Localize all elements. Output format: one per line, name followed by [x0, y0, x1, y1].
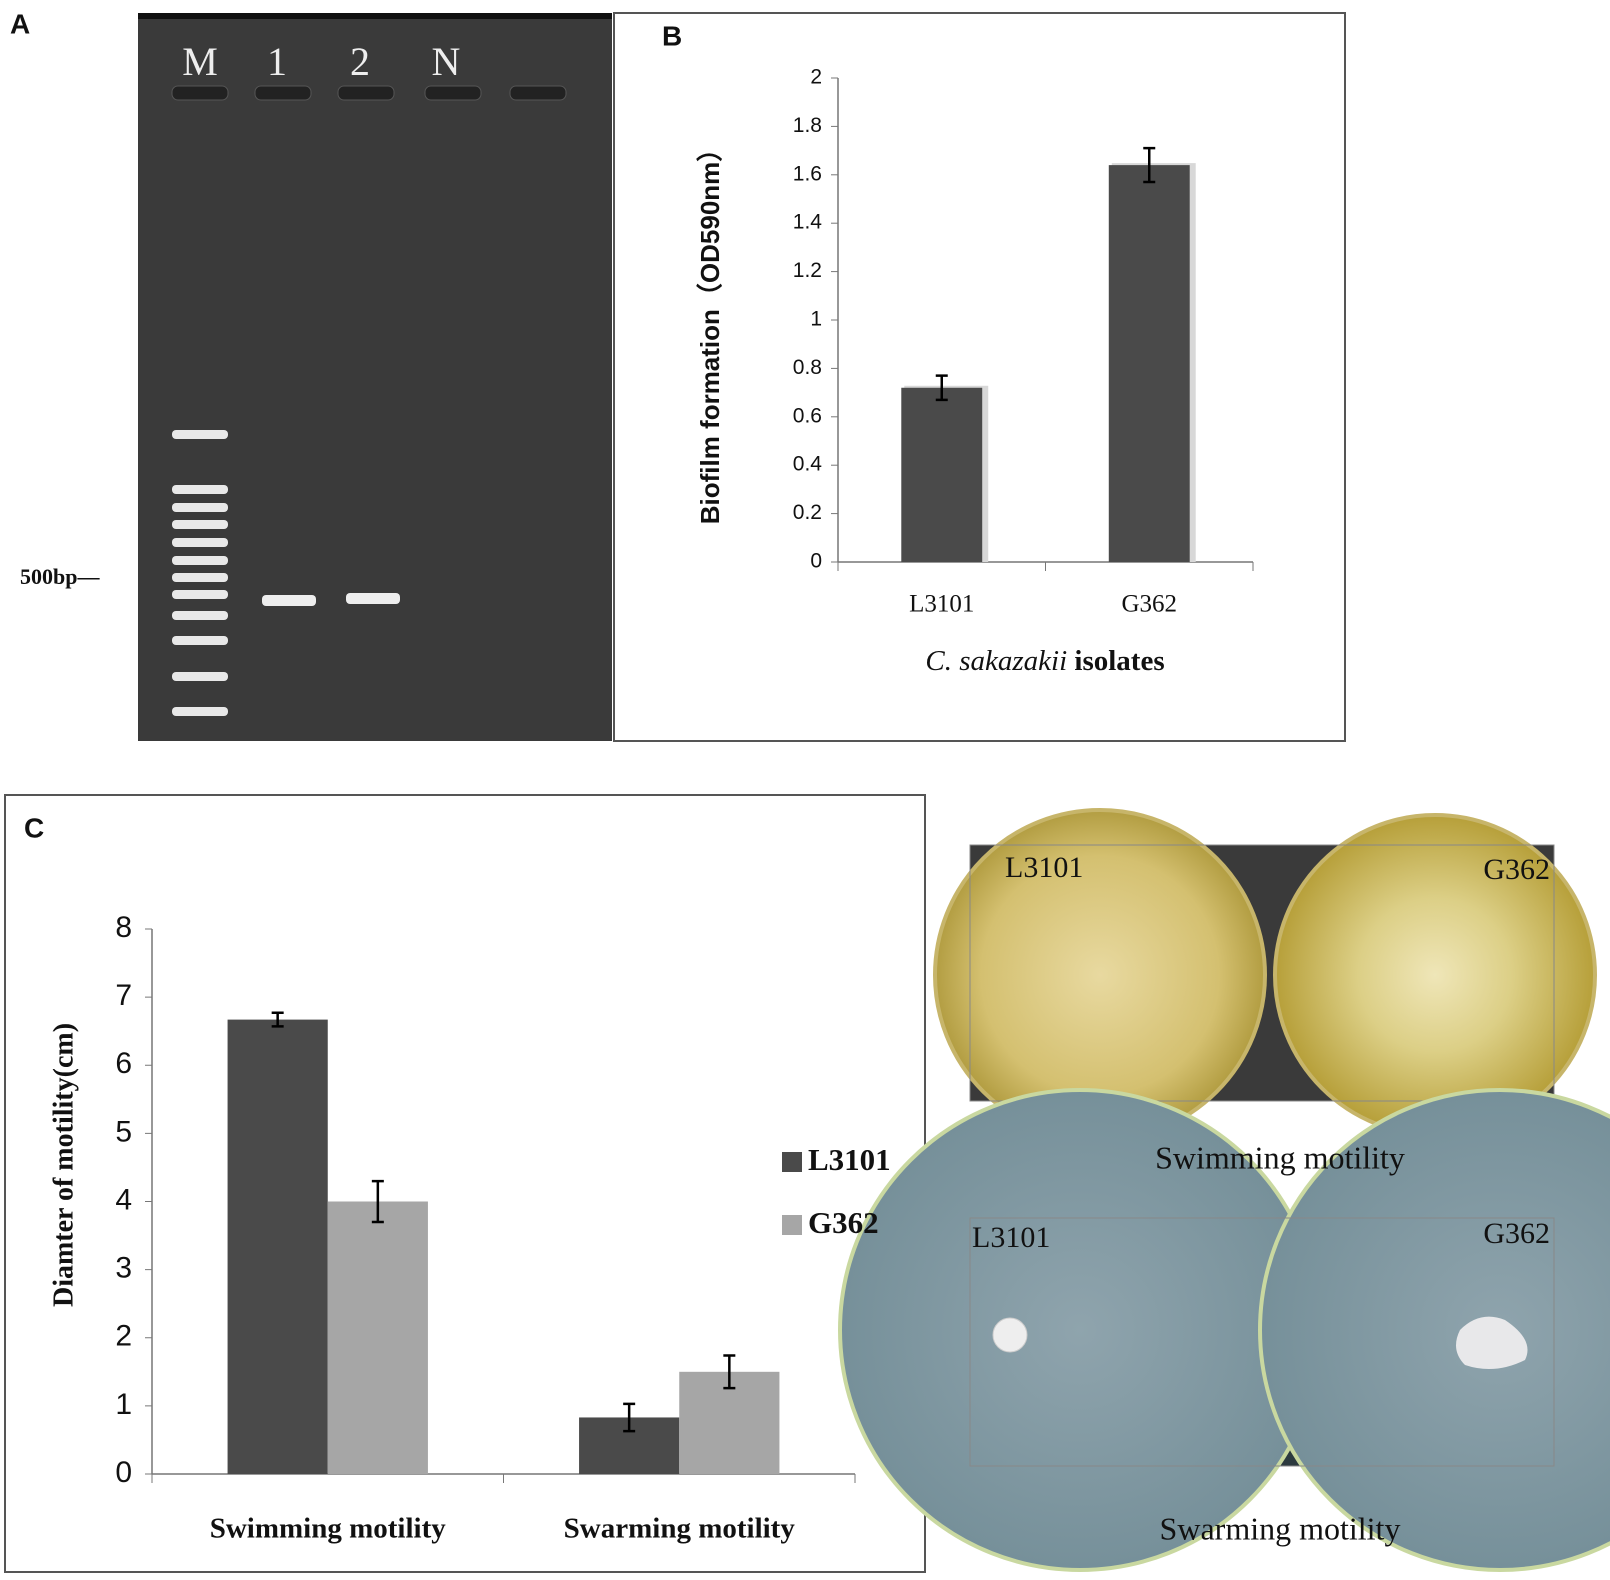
ladder — [172, 430, 228, 716]
swim-photo — [933, 808, 1597, 1142]
lane-label: 2 — [350, 39, 370, 84]
y-axis-label: Biofilm formation（OD590nm） — [695, 136, 725, 525]
y-tick-label: 0.4 — [793, 453, 823, 476]
y-axis-label: Diamter of motility(cm) — [48, 1023, 79, 1307]
gel — [138, 13, 612, 741]
lane-label: M — [182, 39, 218, 84]
y-tick-label: 1.6 — [793, 162, 822, 185]
ladder-band — [172, 573, 228, 582]
y-tick-label: 0 — [115, 1456, 132, 1489]
legend-swatch — [782, 1152, 802, 1172]
y-tick-label: 1.2 — [793, 259, 822, 282]
gel-band — [262, 595, 316, 606]
wells — [171, 85, 567, 101]
y-tick-label: 7 — [115, 979, 132, 1012]
ladder-band — [172, 538, 228, 547]
y-tick-label: 0.6 — [793, 404, 822, 427]
x-tick-label: G362 — [1121, 591, 1177, 618]
y-tick-label: 3 — [115, 1252, 132, 1285]
x-axis-label-species: C. sakazakii — [925, 645, 1067, 677]
panel-label: B — [662, 20, 682, 51]
error-bar — [371, 1179, 384, 1224]
error-bar — [935, 374, 948, 402]
x-tick-label: L3101 — [909, 591, 974, 618]
x-axis-label-rest: isolates — [1074, 645, 1164, 677]
photo-caption: Swimming motility — [1155, 1139, 1405, 1175]
ladder-band — [172, 503, 228, 512]
bar — [1108, 165, 1190, 562]
lane-label: N — [432, 39, 461, 84]
error-bar — [623, 1402, 636, 1433]
ladder-band — [172, 611, 228, 620]
panel-frame — [4, 794, 926, 1573]
y-tick-label: 2 — [115, 1320, 132, 1353]
y-tick-label: 0.8 — [793, 356, 822, 379]
legend-swatch — [782, 1215, 802, 1235]
ladder-band — [172, 672, 228, 681]
ladder-band — [172, 556, 228, 565]
y-tick-label: 1 — [115, 1388, 132, 1421]
photo-label: L3101 — [1005, 851, 1083, 884]
x-axis-label: C. sakazakii isolates — [925, 645, 1164, 677]
y-tick-label: 1 — [810, 308, 822, 331]
panel-label: A — [10, 8, 30, 39]
legend-label: G362 — [808, 1205, 879, 1240]
y-tick-label: 6 — [115, 1047, 132, 1080]
gel-band — [346, 593, 400, 604]
x-tick-label: Swarming motility — [564, 1513, 796, 1545]
y-tick-label: 8 — [115, 911, 132, 944]
photo-caption: Swarming motility — [1160, 1510, 1401, 1546]
legend-label: L3101 — [808, 1142, 891, 1177]
y-tick-label: 1.4 — [793, 211, 823, 234]
y-tick-label: 0.2 — [793, 501, 822, 524]
y-tick-label: 2 — [810, 66, 822, 89]
lane-label: 1 — [267, 39, 287, 84]
y-tick-label: 4 — [115, 1183, 132, 1216]
error-bar — [271, 1011, 284, 1028]
y-tick-label: 0 — [810, 550, 822, 573]
gel-edge — [138, 13, 612, 19]
photo-label: G362 — [1483, 853, 1550, 886]
panel-frame — [613, 12, 1346, 742]
ladder-band — [172, 520, 228, 529]
ladder-band — [172, 430, 228, 439]
photo-label: L3101 — [972, 1221, 1050, 1254]
bar — [227, 1019, 328, 1474]
swarm-photo — [838, 1088, 1610, 1572]
error-bar — [723, 1354, 736, 1390]
y-tick-label: 5 — [115, 1115, 132, 1148]
photo-label: G362 — [1483, 1217, 1550, 1250]
panel-label: C — [24, 812, 44, 843]
bar — [901, 387, 983, 562]
ladder-band — [172, 590, 228, 599]
error-bar — [1143, 146, 1156, 184]
bar — [327, 1201, 428, 1474]
ladder-band — [172, 636, 228, 645]
x-tick-label: Swimming motility — [210, 1513, 447, 1545]
marker-label: 500bp— — [20, 564, 100, 589]
ladder-band — [172, 485, 228, 494]
y-tick-label: 1.8 — [793, 114, 822, 137]
ladder-band — [172, 707, 228, 716]
